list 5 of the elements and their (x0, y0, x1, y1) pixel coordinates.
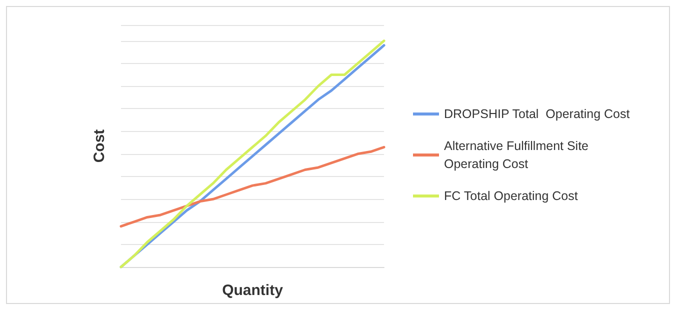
legend-label: FC Total Operating Cost (444, 189, 578, 203)
y-axis-title: Cost (91, 129, 108, 163)
legend-label: Alternative Fulfillment Site Operating Cost (444, 139, 592, 171)
x-axis-title: Quantity (222, 282, 284, 299)
legend-label: DROPSHIP Total Operating Cost (444, 107, 630, 121)
